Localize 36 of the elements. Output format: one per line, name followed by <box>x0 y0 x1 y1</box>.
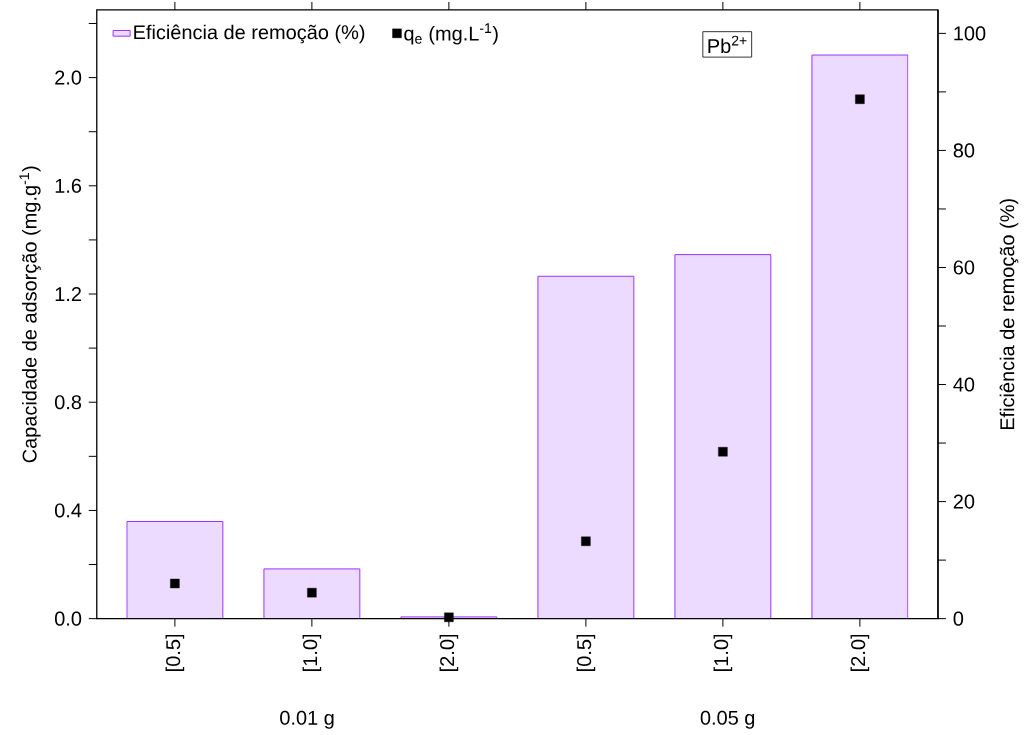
point <box>307 587 317 598</box>
bar <box>126 520 224 619</box>
point <box>855 94 865 104</box>
bar <box>811 54 909 619</box>
x-tick-label: [2.0] <box>439 634 459 671</box>
x-tick-label: [2.0] <box>850 634 870 671</box>
y-tick-label: 1.6 <box>55 178 82 193</box>
y-tick-label: 2.0 <box>55 70 82 85</box>
legend-label: q$_{e}$ (mg.L$^{-1}$) <box>404 23 498 45</box>
y2-axis-title: Eficiência de remoção (%) <box>999 198 1019 429</box>
text: 0.01 g <box>280 710 334 729</box>
point <box>718 446 728 457</box>
x-tick-label: [1.0] <box>713 634 733 671</box>
x-tick-label: [1.0] <box>302 634 322 671</box>
y2-tick-label: 40 <box>953 377 975 392</box>
y-tick-label: 0.0 <box>54 611 82 626</box>
y2-tick-label: 20 <box>953 494 975 509</box>
legend-label: Eficiência de remoção (%) <box>134 24 365 44</box>
y2-tick-label: 80 <box>953 143 975 158</box>
point <box>444 612 454 622</box>
y-tick-label: 0.4 <box>54 503 82 518</box>
y-axis-title: Capacidade de adsorção (mg.g$^{-1}$) <box>19 166 41 463</box>
y2-tick-label: 0 <box>953 611 964 626</box>
y-tick-label: 0.8 <box>54 394 82 410</box>
point <box>581 536 591 546</box>
annotation: Pb$^{2+}$ <box>708 35 747 53</box>
y2-tick-label: 60 <box>953 260 975 275</box>
bar <box>537 275 635 619</box>
text: 0.05 g <box>700 710 755 729</box>
bar <box>263 568 361 619</box>
point <box>170 578 180 588</box>
y2-tick-label: 100 <box>954 26 986 41</box>
bar <box>674 253 772 619</box>
y-tick-label: 1.2 <box>55 286 81 301</box>
x-tick-label: [0.5] <box>165 634 185 671</box>
x-tick-label: [0.5] <box>576 634 596 671</box>
